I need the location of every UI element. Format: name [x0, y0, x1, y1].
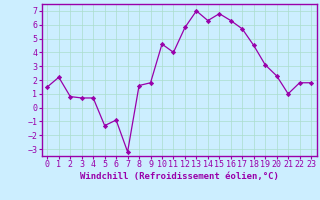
X-axis label: Windchill (Refroidissement éolien,°C): Windchill (Refroidissement éolien,°C): [80, 172, 279, 181]
